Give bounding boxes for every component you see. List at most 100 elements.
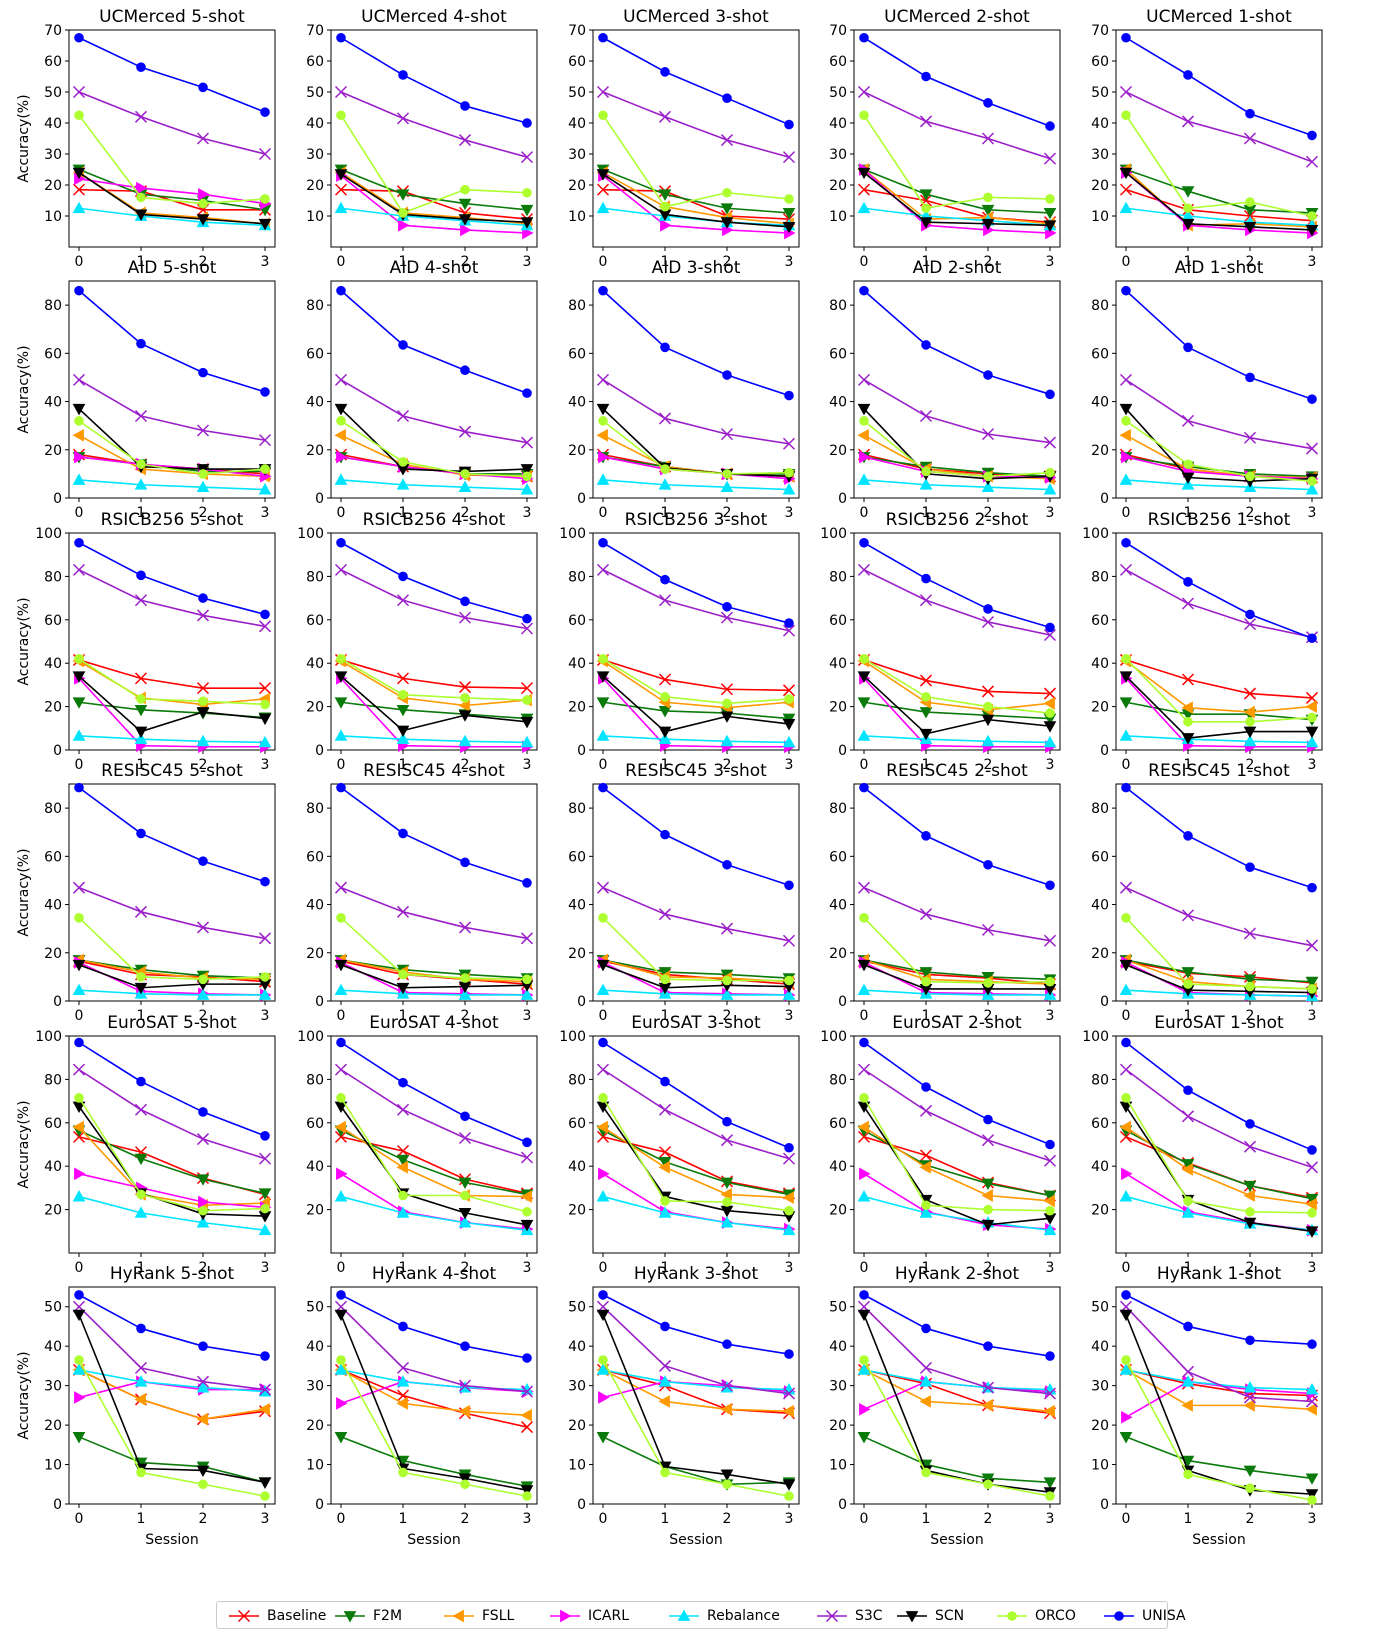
- data-point-unisa: [859, 1037, 869, 1048]
- series-rebalance: [334, 983, 534, 1000]
- data-point-unisa: [260, 609, 270, 620]
- data-point-rebalance: [1243, 1381, 1257, 1393]
- y-tick-label: 60: [44, 54, 62, 70]
- series-unisa: [598, 1037, 794, 1153]
- data-point-f2m: [919, 967, 933, 979]
- data-point-rebalance: [1181, 1375, 1195, 1387]
- data-point-scn: [1305, 726, 1319, 739]
- data-point-rebalance: [782, 735, 796, 748]
- data-point-rebalance: [72, 729, 86, 741]
- series-line-scn: [1125, 675, 1312, 739]
- data-point-icarl: [859, 1402, 871, 1416]
- series-s3c: [72, 1063, 272, 1165]
- legend-item-fsll: FSLL: [444, 1602, 514, 1630]
- y-tick-label: 20: [829, 946, 847, 962]
- y-tick-label: 0: [838, 994, 847, 1010]
- series-unisa: [598, 285, 794, 401]
- y-tick-label: 40: [568, 656, 586, 672]
- series-line-orco: [602, 1097, 790, 1212]
- y-tick-label: 50: [1091, 1300, 1109, 1316]
- data-point-unisa: [1245, 862, 1255, 872]
- data-point-f2m: [134, 1153, 148, 1166]
- legend-marker: [677, 1609, 691, 1621]
- data-point-orco: [784, 1205, 794, 1216]
- y-tick-label: 20: [1091, 946, 1109, 962]
- subplot-aid-3-shot: AID 3-shot 0 20 40 60 80 0 1 2 3: [568, 258, 800, 521]
- data-point-f2m: [981, 1178, 995, 1191]
- data-point-s3c: [334, 881, 348, 894]
- plot-frame: [1115, 1035, 1323, 1254]
- data-point-icarl: [336, 450, 348, 464]
- data-point-unisa: [198, 856, 208, 866]
- data-point-fsll: [520, 1190, 532, 1203]
- y-tick-label: 80: [306, 801, 324, 817]
- series-line-rebalance: [340, 207, 528, 227]
- x-tick-label: 2: [984, 1260, 993, 1276]
- y-tick-label: 50: [829, 85, 847, 101]
- data-point-baseline: [857, 183, 871, 196]
- data-point-unisa: [398, 340, 408, 350]
- series-line-scn: [78, 171, 266, 225]
- data-point-s3c: [396, 1361, 410, 1374]
- series-line-f2m: [602, 1436, 790, 1486]
- data-point-unisa: [260, 387, 270, 397]
- data-point-baseline: [1043, 687, 1057, 700]
- x-tick-label: 1: [1184, 1511, 1193, 1527]
- series-line-s3c: [863, 569, 1051, 636]
- series-line-orco: [78, 1097, 266, 1212]
- series-scn: [334, 169, 534, 229]
- series-line-f2m: [602, 959, 790, 979]
- x-axis-label: Session: [407, 1532, 460, 1548]
- data-point-unisa: [74, 1037, 84, 1048]
- data-point-scn: [981, 714, 995, 727]
- plot-frame: [330, 532, 538, 751]
- data-point-s3c: [458, 921, 472, 934]
- data-point-rebalance: [596, 983, 610, 996]
- series-unisa: [74, 1290, 270, 1361]
- subplot-title: AID 4-shot: [390, 258, 479, 278]
- series-rebalance: [596, 1190, 796, 1236]
- series-orco: [1121, 654, 1317, 727]
- data-point-scn: [1305, 225, 1319, 237]
- data-point-scn: [919, 728, 933, 741]
- data-point-unisa: [74, 285, 84, 296]
- y-tick-label: 80: [306, 1072, 324, 1088]
- data-point-unisa: [136, 1076, 146, 1087]
- data-point-rebalance: [720, 480, 734, 493]
- data-point-baseline: [258, 682, 272, 695]
- series-orco: [74, 110, 270, 209]
- series-fsll: [857, 1363, 1055, 1418]
- legend-marker: [343, 1611, 357, 1623]
- subplot-title: RSICB256 3-shot: [625, 510, 768, 530]
- data-point-orco: [722, 187, 732, 198]
- y-tick-label: 10: [568, 1458, 586, 1474]
- plot-frame: [1115, 280, 1323, 499]
- data-point-baseline: [396, 672, 410, 685]
- series-s3c: [596, 1063, 796, 1165]
- data-point-rebalance: [72, 473, 86, 485]
- data-point-unisa: [598, 782, 608, 793]
- data-point-rebalance: [72, 1190, 86, 1202]
- data-point-orco: [660, 1467, 670, 1478]
- y-tick-label: 20: [44, 443, 62, 459]
- data-point-orco: [398, 689, 408, 700]
- data-point-s3c: [196, 1375, 210, 1388]
- data-point-orco: [1183, 1469, 1193, 1480]
- y-tick-label: 100: [297, 526, 324, 542]
- series-scn: [72, 671, 272, 739]
- y-tick-label: 60: [829, 613, 847, 629]
- series-line-s3c: [602, 1306, 790, 1395]
- data-point-s3c: [258, 147, 272, 161]
- data-point-orco: [1045, 976, 1055, 987]
- data-point-rebalance: [720, 1216, 734, 1228]
- series-line-baseline: [863, 960, 1051, 985]
- subplot-title: AID 5-shot: [128, 258, 217, 278]
- data-point-s3c: [857, 563, 871, 576]
- data-point-scn: [857, 403, 871, 416]
- y-tick-label: 80: [568, 298, 586, 314]
- data-point-orco: [598, 416, 608, 426]
- x-tick-label: 3: [261, 1260, 270, 1276]
- subplot-title: HyRank 5-shot: [110, 1264, 235, 1284]
- data-point-orco: [1183, 203, 1193, 214]
- y-tick-label: 40: [829, 1339, 847, 1355]
